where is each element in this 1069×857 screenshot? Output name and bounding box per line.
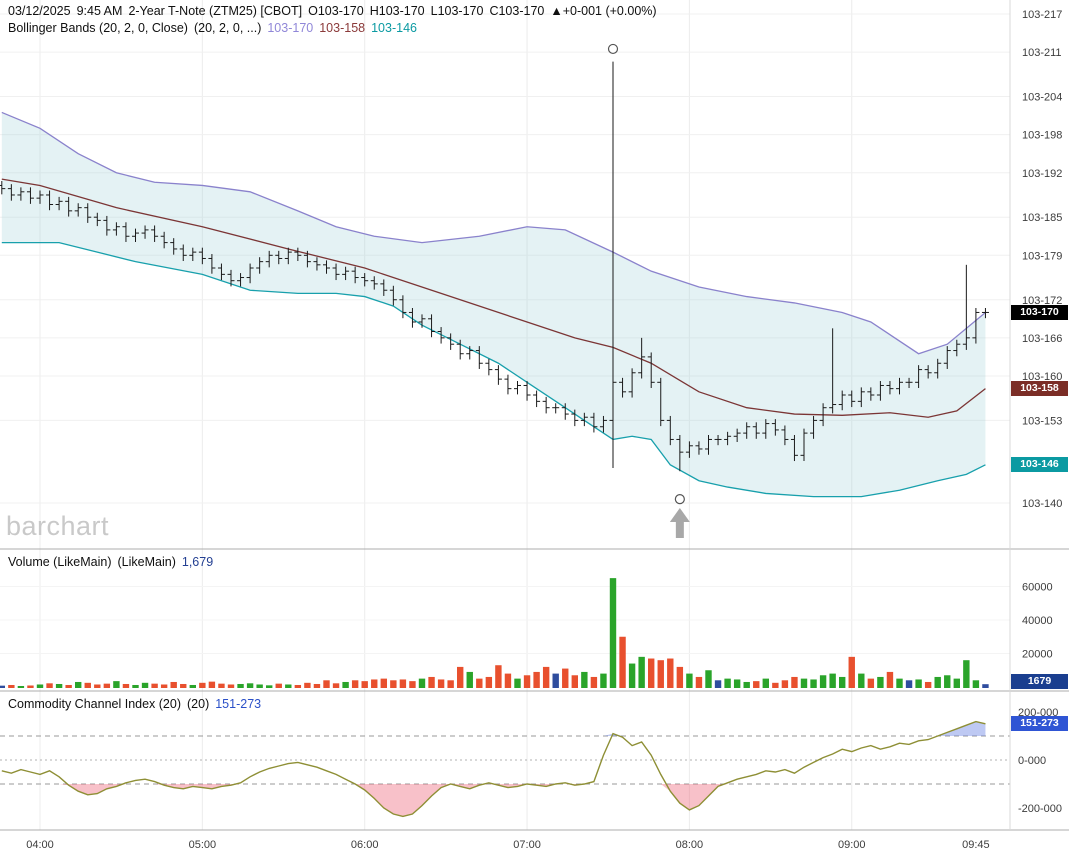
volume-header: Volume (LikeMain) (LikeMain) 1,679 <box>8 555 219 569</box>
quote-open: O103-170 <box>308 4 364 18</box>
svg-text:05:00: 05:00 <box>189 839 217 851</box>
cci-value: 151-273 <box>215 697 262 711</box>
volume-badge: 1679 <box>1011 674 1068 689</box>
svg-text:103-185: 103-185 <box>1022 212 1062 224</box>
svg-text:103-217: 103-217 <box>1022 9 1062 21</box>
svg-text:103-166: 103-166 <box>1022 333 1062 345</box>
barchart-watermark: barchart <box>6 511 110 541</box>
svg-text:60000: 60000 <box>1022 582 1053 594</box>
svg-text:103-172: 103-172 <box>1022 295 1062 307</box>
cci-badge: 151-273 <box>1011 716 1068 731</box>
svg-text:20000: 20000 <box>1022 649 1053 661</box>
symbol-title: 2-Year T-Note (ZTM25) [CBOT] <box>128 4 303 18</box>
cci-params: (20) <box>187 697 210 711</box>
quote-high: H103-170 <box>369 4 425 18</box>
quote-time: 9:45 AM <box>76 4 123 18</box>
svg-text:103-198: 103-198 <box>1022 130 1062 142</box>
svg-text:103-140: 103-140 <box>1022 498 1062 510</box>
svg-text:-200-000: -200-000 <box>1018 803 1062 815</box>
quote-change: ▲+0-001 (+0.00%) <box>550 4 657 18</box>
bollinger-lower-value: 103-146 <box>371 21 417 35</box>
quote-close: C103-170 <box>489 4 545 18</box>
svg-text:103-160: 103-160 <box>1022 371 1062 383</box>
gridlines <box>0 0 1010 830</box>
cci-header: Commodity Channel Index (20) (20) 151-273 <box>8 697 267 711</box>
svg-text:06:00: 06:00 <box>351 839 379 851</box>
volume-bars <box>0 578 989 688</box>
volume-value: 1,679 <box>181 555 214 569</box>
annotations <box>607 43 690 539</box>
svg-text:103-204: 103-204 <box>1022 92 1062 104</box>
cci-plot <box>0 720 1010 818</box>
bb-middle-badge: 103-158 <box>1011 381 1068 396</box>
bollinger-middle-value: 103-158 <box>319 21 366 35</box>
svg-text:103-179: 103-179 <box>1022 250 1062 262</box>
up-arrow-icon <box>669 508 690 539</box>
svg-text:103-153: 103-153 <box>1022 415 1062 427</box>
svg-text:103-211: 103-211 <box>1022 47 1062 59</box>
axis-labels: 103-217 103-211 103-204 103-198 103-192 103-1… <box>26 9 1062 851</box>
bollinger-label: Bollinger Bands (20, 2, 0, Close) <box>8 21 188 35</box>
bollinger-bands <box>1 111 986 498</box>
quote-date: 03/12/2025 <box>8 4 71 18</box>
svg-text:07:00: 07:00 <box>513 839 541 851</box>
svg-text:04:00: 04:00 <box>26 839 54 851</box>
volume-params: (LikeMain) <box>117 555 176 569</box>
volume-label: Volume (LikeMain) <box>8 555 112 569</box>
bollinger-params: (20, 2, 0, ...) <box>193 21 262 35</box>
last-price-badge: 103-170 <box>1011 305 1068 320</box>
svg-text:0-000: 0-000 <box>1018 755 1046 767</box>
panel-dividers <box>0 0 1069 831</box>
bollinger-header: Bollinger Bands (20, 2, 0, Close) (20, 2,… <box>8 21 423 35</box>
svg-text:08:00: 08:00 <box>676 839 704 851</box>
quote-low: L103-170 <box>430 4 484 18</box>
svg-text:103-192: 103-192 <box>1022 168 1062 180</box>
bb-lower-badge: 103-146 <box>1011 457 1068 472</box>
bollinger-upper-value: 103-170 <box>267 21 314 35</box>
svg-text:09:45: 09:45 <box>962 839 990 851</box>
svg-text:40000: 40000 <box>1022 615 1053 627</box>
cci-label: Commodity Channel Index (20) <box>8 697 181 711</box>
quote-header: 03/12/2025 9:45 AM 2-Year T-Note (ZTM25) [… <box>8 4 663 18</box>
svg-text:09:00: 09:00 <box>838 839 866 851</box>
price-bars <box>0 61 989 472</box>
